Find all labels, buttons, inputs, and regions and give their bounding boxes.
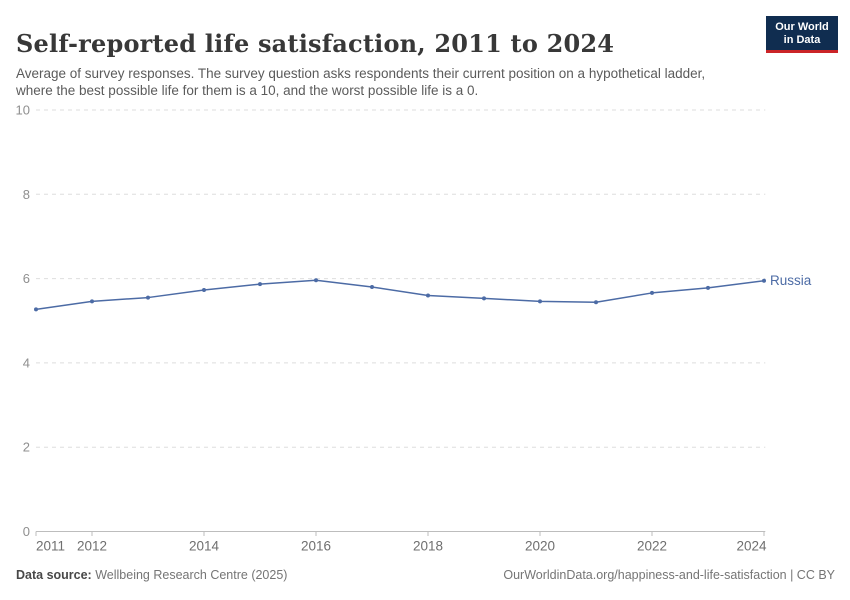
data-source-label: Data source: — [16, 568, 92, 582]
data-point[interactable] — [370, 285, 374, 290]
x-tick-label: 2011 — [36, 539, 65, 554]
y-tick-label: 4 — [23, 355, 30, 370]
x-tick-label: 2024 — [736, 539, 767, 554]
x-tick-label: 2020 — [525, 539, 555, 554]
x-tick-label: 2014 — [189, 539, 220, 554]
data-line[interactable] — [35, 279, 765, 311]
data-point[interactable] — [202, 287, 206, 292]
series-label[interactable]: Russia — [770, 273, 812, 288]
data-point[interactable] — [706, 285, 710, 290]
owid-logo-line1: Our World — [775, 21, 829, 33]
page-title: Self-reported life satisfaction, 2011 to… — [16, 29, 615, 59]
y-tick-label: 0 — [23, 524, 30, 539]
y-tick-label: 2 — [23, 440, 30, 455]
data-point[interactable] — [594, 300, 598, 305]
data-point[interactable] — [426, 293, 430, 298]
data-point[interactable] — [314, 278, 318, 283]
x-tick-label: 2022 — [637, 539, 667, 554]
x-tick-label: 2018 — [413, 539, 443, 554]
data-point[interactable] — [538, 299, 542, 304]
owid-logo[interactable]: Our World in Data — [766, 16, 838, 53]
data-point[interactable] — [146, 295, 150, 300]
y-tick-label: 10 — [16, 103, 30, 118]
chart-footer: Data source: Wellbeing Research Centre (… — [16, 568, 835, 582]
owid-url-link[interactable]: OurWorldinData.org/happiness-and-life-sa… — [503, 568, 835, 582]
x-tick-label: 2016 — [301, 539, 331, 554]
y-tick-label: 8 — [23, 187, 30, 202]
data-point[interactable] — [90, 299, 94, 304]
chart-subtitle: Average of survey responses. The survey … — [16, 65, 706, 98]
owid-logo-line2: in Data — [783, 33, 821, 46]
data-point[interactable] — [482, 296, 486, 301]
data-point[interactable] — [34, 307, 38, 312]
x-tick-label: 2012 — [77, 539, 107, 554]
data-point[interactable] — [762, 278, 766, 283]
data-point[interactable] — [650, 290, 654, 295]
data-source[interactable]: Data source: Wellbeing Research Centre (… — [16, 568, 287, 582]
data-source-value: Wellbeing Research Centre (2025) — [95, 568, 288, 582]
y-tick-label: 6 — [23, 271, 30, 286]
data-point[interactable] — [258, 282, 262, 287]
